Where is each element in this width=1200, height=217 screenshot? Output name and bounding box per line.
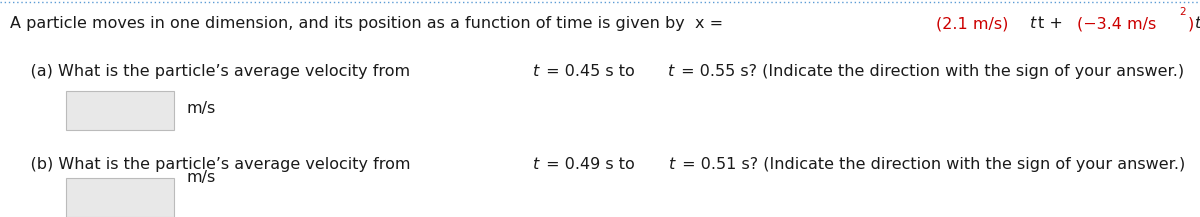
Text: 2: 2: [1178, 7, 1186, 17]
Text: = 0.49 s to: = 0.49 s to: [541, 157, 640, 172]
Text: m/s: m/s: [186, 101, 215, 116]
Text: t: t: [1195, 16, 1200, 31]
Text: (b) What is the particle’s average velocity from: (b) What is the particle’s average veloc…: [10, 157, 415, 172]
FancyBboxPatch shape: [66, 178, 174, 217]
Text: m/s: m/s: [186, 170, 215, 185]
Text: = 0.51 s? (Indicate the direction with the sign of your answer.): = 0.51 s? (Indicate the direction with t…: [677, 157, 1184, 172]
Text: t: t: [668, 157, 674, 172]
Text: = 0.45 s to: = 0.45 s to: [540, 64, 640, 79]
Text: = 0.55 s? (Indicate the direction with the sign of your answer.): = 0.55 s? (Indicate the direction with t…: [677, 64, 1184, 79]
FancyBboxPatch shape: [66, 91, 174, 130]
Text: (−3.4 m/s: (−3.4 m/s: [1076, 16, 1156, 31]
Text: t +: t +: [1038, 16, 1068, 31]
Text: t: t: [1030, 16, 1036, 31]
Text: (2.1 m/s): (2.1 m/s): [936, 16, 1009, 31]
Text: A particle moves in one dimension, and its position as a function of time is giv: A particle moves in one dimension, and i…: [10, 16, 728, 31]
Text: (a) What is the particle’s average velocity from: (a) What is the particle’s average veloc…: [10, 64, 415, 79]
Text: t: t: [533, 64, 539, 79]
Text: t: t: [533, 157, 539, 172]
Text: t: t: [668, 64, 674, 79]
Text: ): ): [1187, 16, 1194, 31]
